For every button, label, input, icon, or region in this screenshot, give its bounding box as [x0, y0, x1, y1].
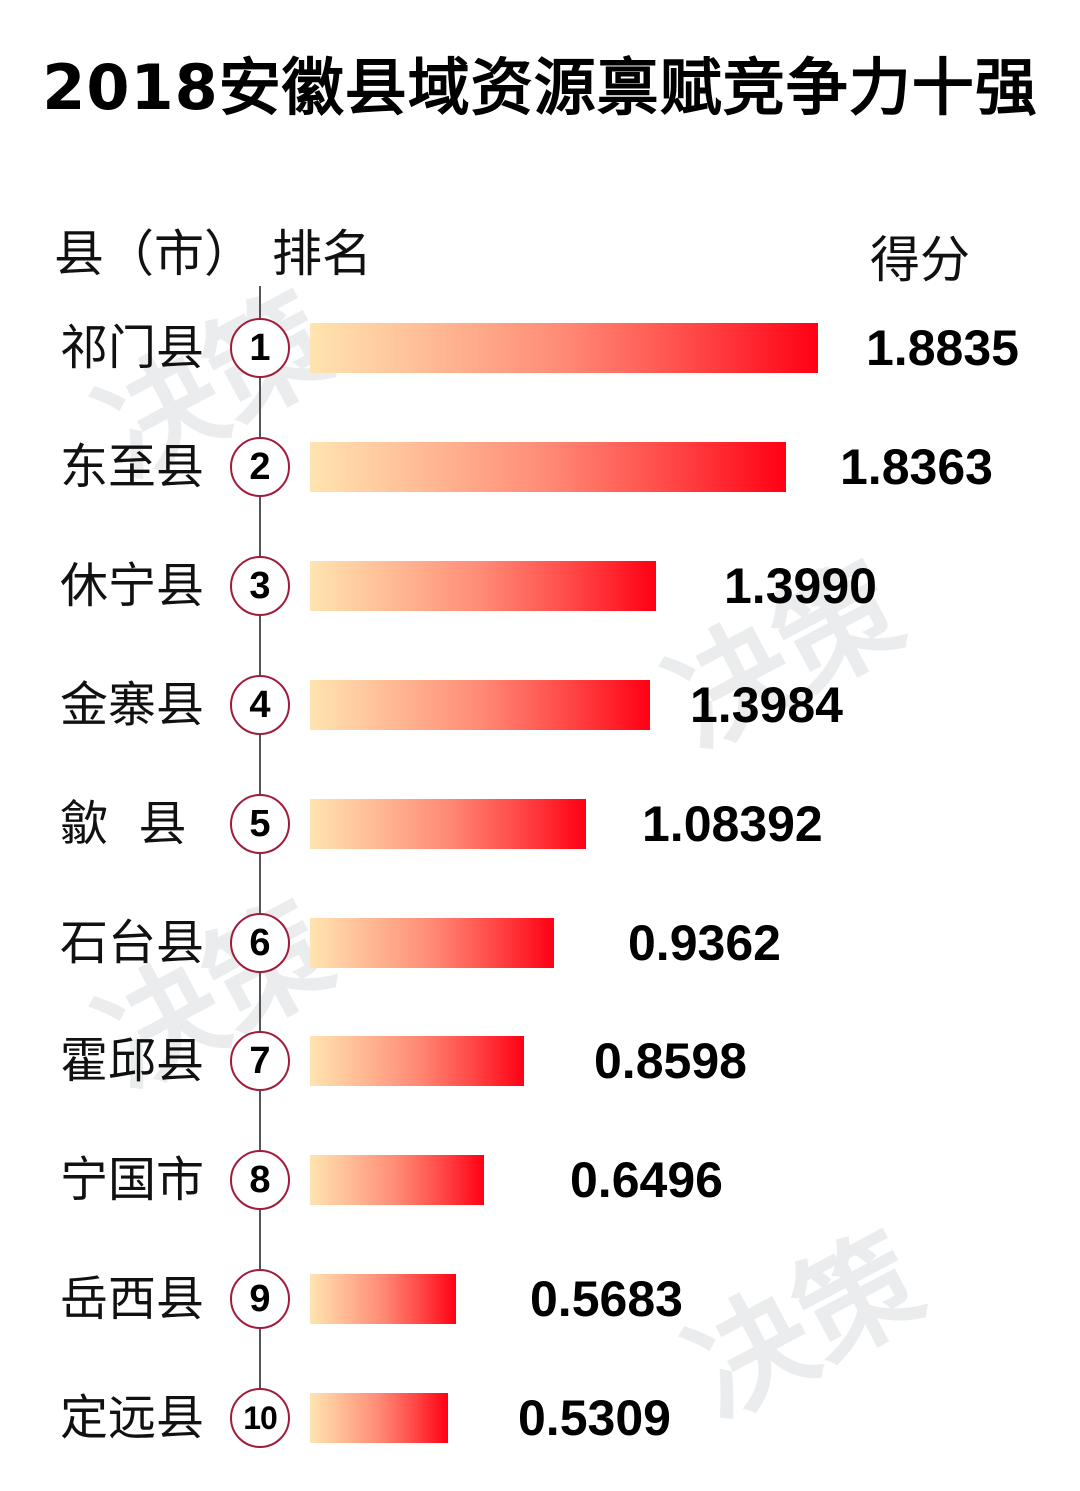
rank-badge: 6 — [230, 913, 290, 973]
county-name: 东至县 — [60, 439, 205, 495]
column-header-county: 县（市） — [54, 225, 254, 283]
score-bar — [310, 1274, 456, 1324]
score-bar — [310, 442, 786, 492]
column-header-rank: 排名 — [272, 225, 372, 283]
county-name: 宁国市 — [60, 1152, 205, 1208]
chart-row: 定远县 10 0.5309 — [0, 1388, 1080, 1448]
rank-badge: 4 — [230, 675, 290, 735]
county-name: 霍邱县 — [60, 1033, 205, 1089]
score-label: 0.6496 — [570, 1152, 723, 1208]
chart-title: 2018安徽县域资源禀赋竞争力十强 — [42, 51, 1038, 124]
rank-badge: 1 — [230, 318, 290, 378]
rank-badge: 8 — [230, 1150, 290, 1210]
county-name: 休宁县 — [60, 558, 205, 614]
county-name: 岳西县 — [60, 1271, 205, 1327]
score-label: 0.8598 — [594, 1033, 747, 1089]
chart-row: 金寨县 4 1.3984 — [0, 675, 1080, 735]
score-bar — [310, 1036, 524, 1086]
chart-row: 宁国市 8 0.6496 — [0, 1150, 1080, 1210]
score-bar — [310, 918, 554, 968]
chart-row: 休宁县 3 1.3990 — [0, 556, 1080, 616]
chart-row: 东至县 2 1.8363 — [0, 437, 1080, 497]
chart-row: 霍邱县 7 0.8598 — [0, 1031, 1080, 1091]
chart-row: 石台县 6 0.9362 — [0, 913, 1080, 973]
score-label: 1.08392 — [642, 796, 823, 852]
score-bar — [310, 561, 656, 611]
rank-badge: 10 — [230, 1388, 290, 1448]
column-header-score: 得分 — [870, 231, 970, 289]
score-label: 0.5309 — [518, 1390, 671, 1446]
county-name: 定远县 — [60, 1390, 205, 1446]
chart-row: 歙 县 5 1.08392 — [0, 794, 1080, 854]
rank-badge: 7 — [230, 1031, 290, 1091]
rank-badge: 5 — [230, 794, 290, 854]
score-bar — [310, 1155, 484, 1205]
score-label: 1.3990 — [724, 558, 877, 614]
chart-row: 岳西县 9 0.5683 — [0, 1269, 1080, 1329]
score-label: 1.8835 — [866, 320, 1019, 376]
score-label: 0.9362 — [628, 915, 781, 971]
rank-badge: 3 — [230, 556, 290, 616]
county-name: 祁门县 — [60, 320, 205, 376]
score-bar — [310, 323, 818, 373]
county-name: 歙 县 — [60, 796, 187, 852]
chart-row: 祁门县 1 1.8835 — [0, 318, 1080, 378]
rank-badge: 9 — [230, 1269, 290, 1329]
county-name: 金寨县 — [60, 677, 205, 733]
score-label: 0.5683 — [530, 1271, 683, 1327]
county-name: 石台县 — [60, 915, 205, 971]
score-label: 1.3984 — [690, 677, 843, 733]
rank-badge: 2 — [230, 437, 290, 497]
score-bar — [310, 1393, 448, 1443]
score-label: 1.8363 — [840, 439, 993, 495]
score-bar — [310, 680, 650, 730]
score-bar — [310, 799, 586, 849]
